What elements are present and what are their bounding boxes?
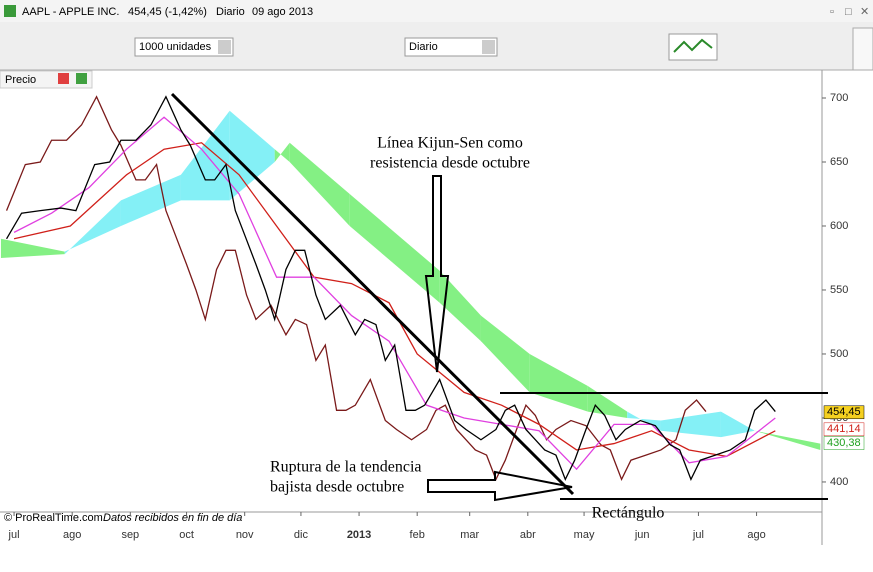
app-icon — [4, 5, 16, 17]
panel-icon[interactable] — [58, 73, 69, 84]
last-value-box — [823, 422, 865, 437]
cloud-segment — [180, 110, 230, 201]
panel-icon[interactable] — [76, 73, 87, 84]
x-tick-label: sep — [121, 529, 139, 541]
dropdown-arrow — [482, 40, 495, 54]
x-tick-label: abr — [520, 529, 536, 541]
indicator-button[interactable] — [668, 33, 718, 61]
x-tick-label: jun — [634, 529, 650, 541]
cloud-segment — [274, 142, 290, 162]
indicator-icon — [673, 38, 713, 53]
cloud-segment — [439, 270, 481, 342]
units-dropdown[interactable] — [134, 37, 234, 57]
cloud-segment — [720, 411, 755, 438]
cloud-segment — [480, 315, 530, 393]
annotation: bajista desde octubre — [270, 479, 404, 496]
last-value-label: 441,14 — [827, 423, 861, 435]
close-button[interactable]: ✕ — [860, 6, 869, 18]
cloud-segment — [349, 193, 440, 303]
x-tick-label: may — [574, 529, 595, 541]
x-tick-label: jul — [8, 529, 20, 541]
x-tick-label: ago — [63, 529, 81, 541]
date: 09 ago 2013 — [252, 6, 313, 18]
period-value: Diario — [409, 41, 438, 53]
period-dropdown[interactable] — [404, 37, 498, 57]
y-tick-label: 600 — [830, 220, 848, 232]
series-line — [5, 95, 707, 482]
x-tick-label: oct — [179, 529, 194, 541]
series-line — [6, 95, 776, 482]
trend-line — [170, 92, 575, 496]
annotation: Rectángulo — [592, 505, 665, 522]
y-tick-label: 550 — [830, 284, 848, 296]
x-tick-label: nov — [236, 529, 254, 541]
x-tick-label: 2013 — [347, 529, 371, 541]
x-tick-label: dic — [294, 529, 309, 541]
panel-label: Precio — [5, 74, 36, 86]
x-tick-label: feb — [410, 529, 425, 541]
cloud-segment — [289, 142, 350, 226]
x-tick-label: ago — [747, 529, 765, 541]
symbol: AAPL - APPLE INC. — [22, 6, 119, 18]
last-value-box — [823, 405, 865, 420]
title-bar — [0, 0, 873, 22]
series-line — [13, 116, 776, 471]
last-value-label: 454,45 — [827, 406, 861, 418]
cloud-segment — [529, 353, 588, 412]
x-tick-label: jul — [692, 529, 704, 541]
copyright: © ProRealTime.com — [4, 512, 103, 524]
maximize-button[interactable]: □ — [845, 6, 852, 18]
cloud-segment — [0, 238, 65, 258]
drawings — [170, 92, 828, 502]
plot-area — [0, 95, 821, 482]
y-tick-label: 700 — [830, 92, 848, 104]
annotation: resistencia desde octubre — [370, 155, 530, 172]
annotation: Línea Kijun-Sen como — [377, 135, 523, 152]
cloud-segment — [120, 174, 181, 226]
minimize-button[interactable]: ▫ — [830, 6, 834, 18]
y-tick-label: 500 — [830, 348, 848, 360]
last-value-box — [823, 436, 865, 450]
cloud-segment — [754, 430, 821, 450]
arrow-right — [427, 470, 573, 502]
dropdown-arrow — [218, 40, 231, 54]
arrow-down — [424, 175, 450, 373]
cloud-segment — [660, 411, 721, 438]
units-value: 1000 unidades — [139, 41, 212, 53]
y-tick-label: 650 — [830, 156, 848, 168]
x-tick-label: mar — [460, 529, 479, 541]
annotation: Ruptura de la tendencia — [270, 459, 422, 476]
footer-note: Datos recibidos en fin de día — [103, 512, 242, 524]
cloud-segment — [64, 200, 121, 255]
last-value-label: 430,38 — [827, 437, 861, 449]
side-tab[interactable] — [852, 27, 873, 71]
period: Diario — [216, 6, 245, 18]
y-tick-label: 400 — [830, 476, 848, 488]
price: 454,45 (-1,42%) — [128, 6, 207, 18]
series-line — [13, 142, 776, 458]
